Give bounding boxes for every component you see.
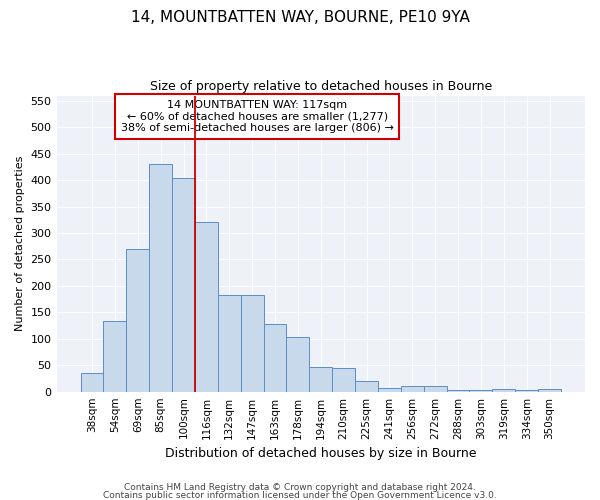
Text: 14, MOUNTBATTEN WAY, BOURNE, PE10 9YA: 14, MOUNTBATTEN WAY, BOURNE, PE10 9YA xyxy=(131,10,469,25)
Bar xyxy=(310,368,332,392)
Bar xyxy=(103,322,127,392)
Bar xyxy=(515,390,538,392)
Bar xyxy=(538,389,561,392)
Bar xyxy=(263,324,286,392)
Bar xyxy=(195,222,218,392)
Title: Size of property relative to detached houses in Bourne: Size of property relative to detached ho… xyxy=(149,80,492,93)
Bar xyxy=(424,386,446,392)
Bar xyxy=(355,380,378,392)
Bar xyxy=(446,390,469,392)
Bar xyxy=(172,178,195,392)
Text: 14 MOUNTBATTEN WAY: 117sqm
← 60% of detached houses are smaller (1,277)
38% of s: 14 MOUNTBATTEN WAY: 117sqm ← 60% of deta… xyxy=(121,100,394,133)
Bar xyxy=(80,373,103,392)
Y-axis label: Number of detached properties: Number of detached properties xyxy=(15,156,25,332)
Bar xyxy=(378,388,401,392)
Text: Contains public sector information licensed under the Open Government Licence v3: Contains public sector information licen… xyxy=(103,491,497,500)
Bar xyxy=(127,249,149,392)
Bar xyxy=(401,386,424,392)
Bar xyxy=(218,295,241,392)
Bar xyxy=(286,337,310,392)
X-axis label: Distribution of detached houses by size in Bourne: Distribution of detached houses by size … xyxy=(165,447,476,460)
Text: Contains HM Land Registry data © Crown copyright and database right 2024.: Contains HM Land Registry data © Crown c… xyxy=(124,484,476,492)
Bar xyxy=(469,390,493,392)
Bar xyxy=(149,164,172,392)
Bar xyxy=(493,389,515,392)
Bar xyxy=(332,368,355,392)
Bar xyxy=(241,295,263,392)
